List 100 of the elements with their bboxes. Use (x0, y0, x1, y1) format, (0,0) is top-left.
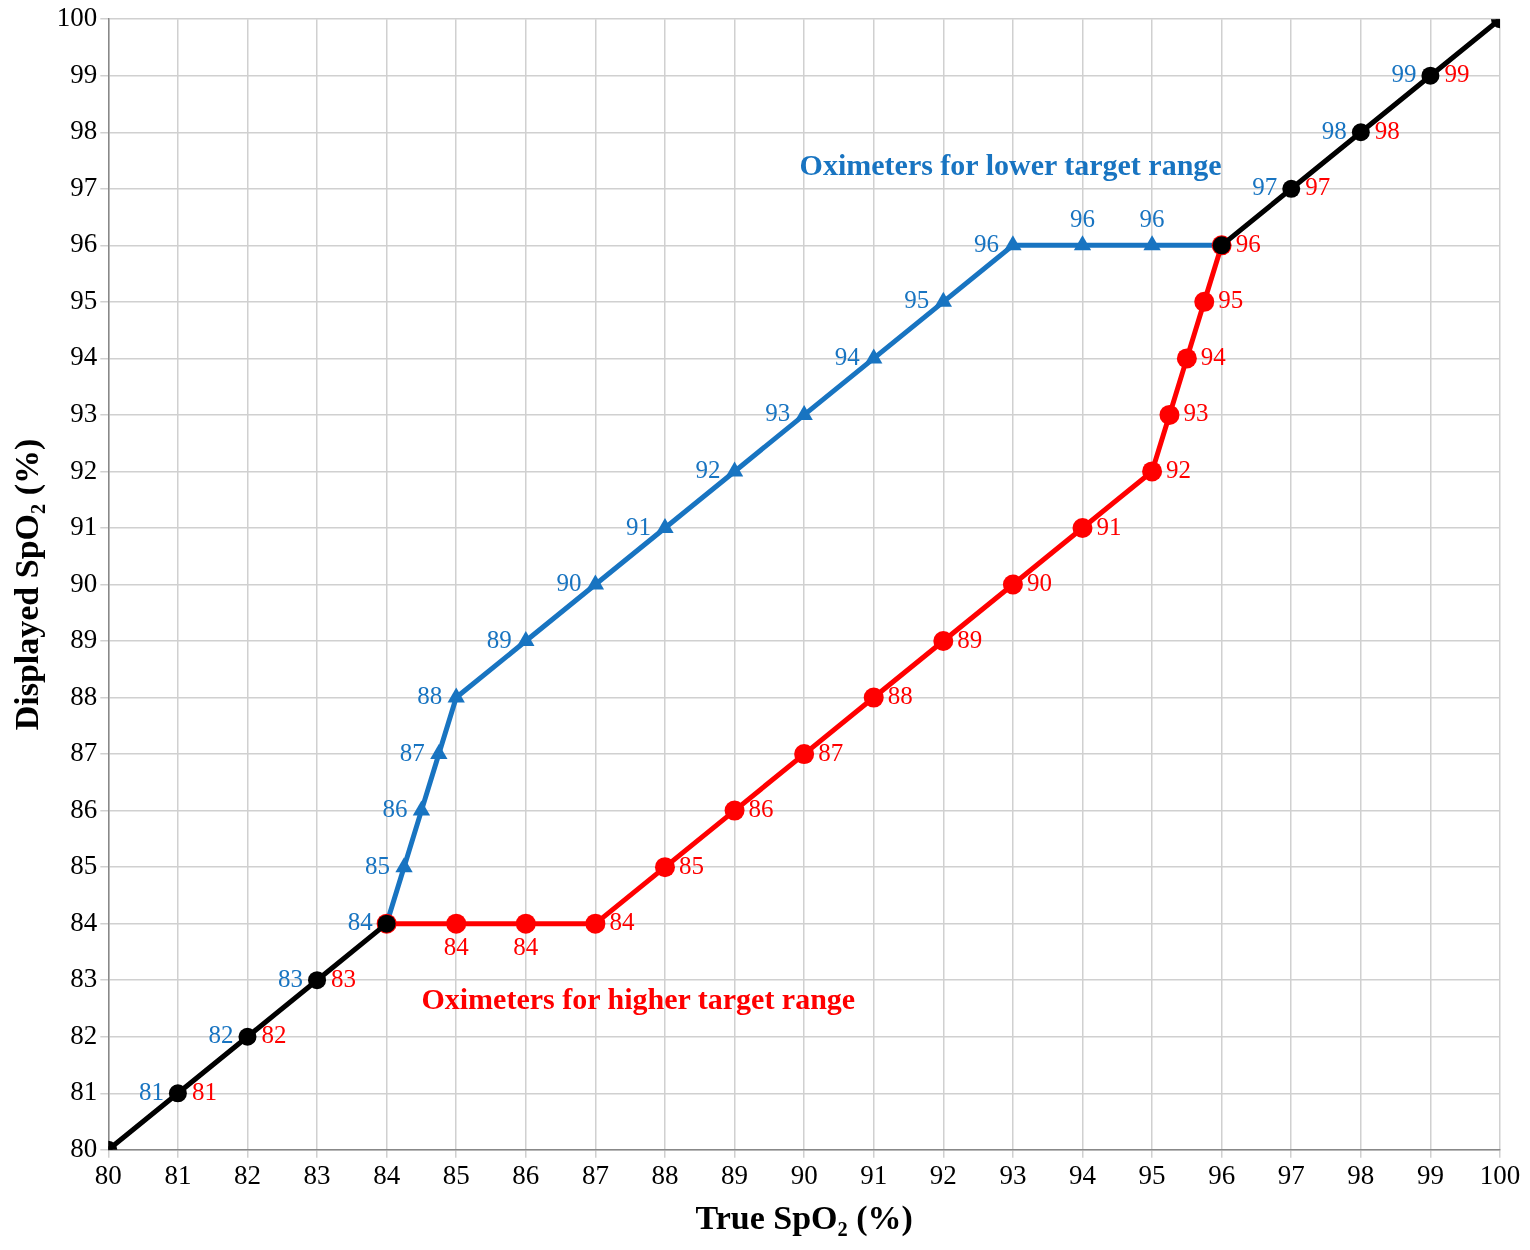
x-tick-label: 91 (860, 1160, 888, 1191)
text: 81 (138, 1077, 164, 1105)
data-label: 96 (1069, 205, 1095, 233)
data-label: 91 (625, 512, 651, 540)
data-label: 86 (382, 795, 408, 823)
x-tick-label: 81 (164, 1160, 192, 1191)
x-tick-label: 95 (1138, 1160, 1166, 1191)
point (934, 291, 952, 307)
data-label: 95 (1218, 286, 1244, 314)
y-tick-label: 97 (70, 171, 98, 202)
x-tick-label: 89 (721, 1160, 749, 1191)
point (863, 687, 884, 708)
y-tick-label: 86 (70, 793, 98, 824)
data-label: 96 (1235, 229, 1261, 257)
data-label: 89 (957, 625, 983, 653)
point (586, 574, 605, 590)
x-tick-label: 100 (1479, 1160, 1521, 1191)
data-label: 82 (261, 1021, 287, 1049)
x-axis-title: True SpO₂ (%) (695, 1199, 913, 1238)
x-tick-label: 94 (1068, 1160, 1097, 1191)
y-tick-label: 92 (70, 454, 98, 485)
data-label: 84 (443, 932, 470, 960)
x-tick-label: 93 (999, 1160, 1027, 1191)
point (1194, 291, 1215, 312)
data-label: 94 (1200, 342, 1227, 370)
point (1073, 235, 1092, 251)
data-label: 99 (1391, 60, 1417, 88)
x-tick-label: 83 (303, 1160, 331, 1191)
data-label: 93 (765, 399, 791, 427)
point (1004, 235, 1022, 251)
point (725, 461, 744, 477)
point (238, 1027, 257, 1046)
data-label: 85 (678, 851, 704, 879)
text: 82 (208, 1021, 234, 1049)
x-tick-label: 85 (442, 1160, 470, 1191)
y-tick-label: 88 (70, 680, 98, 711)
data-label: 88 (417, 682, 443, 710)
y-tick-label: 96 (70, 228, 98, 259)
annotation: Oximeters for higher target range (421, 982, 856, 1016)
point (724, 800, 745, 821)
point (794, 744, 815, 765)
text: 99 (1444, 60, 1470, 88)
x-tick-label: 87 (581, 1160, 609, 1191)
point (1002, 574, 1023, 595)
x-tick-label: 98 (1347, 1160, 1375, 1191)
x-tick-label: 84 (373, 1160, 401, 1191)
y-tick-label: 95 (70, 284, 98, 315)
point (308, 971, 327, 990)
x-tick-label: 97 (1277, 1160, 1305, 1191)
x-tick-label: 80 (94, 1160, 122, 1191)
y-axis-title: Displayed SpO₂ (%) (8, 438, 47, 731)
data-label: 92 (1166, 456, 1192, 483)
point (168, 1084, 187, 1103)
x-tick-label: 88 (651, 1160, 679, 1191)
annotation: Oximeters for lower target range (799, 148, 1222, 182)
data-label: 90 (556, 569, 582, 597)
x-tick-label: 96 (1208, 1160, 1236, 1191)
y-tick-label: 84 (70, 906, 98, 937)
data-label: 86 (748, 795, 774, 823)
point (933, 631, 954, 652)
x-tick-label: 90 (790, 1160, 818, 1191)
data-label: 88 (887, 682, 913, 710)
data-label: 87 (399, 738, 425, 766)
y-tick-label: 82 (70, 1019, 98, 1050)
data-label: 81 (191, 1077, 217, 1105)
data-label: 84 (609, 908, 635, 936)
y-tick-label: 91 (70, 511, 98, 542)
point (446, 913, 467, 934)
point (1072, 517, 1093, 538)
data-label: 85 (365, 851, 391, 879)
y-tick-label: 87 (70, 737, 98, 768)
text: 97 (1305, 173, 1331, 201)
data-label: 83 (331, 964, 357, 992)
y-tick-label: 94 (70, 341, 98, 372)
data-label: 91 (1096, 512, 1122, 540)
point (585, 913, 606, 934)
y-tick-label: 98 (70, 115, 98, 146)
data-label: 94 (834, 342, 861, 370)
point (1176, 348, 1197, 369)
data-label: 92 (695, 456, 721, 483)
x-tick-label: 92 (929, 1160, 957, 1191)
data-label: 95 (904, 286, 930, 314)
data-label: 90 (1026, 569, 1052, 597)
point (395, 857, 413, 873)
data-label: 84 (513, 932, 539, 960)
x-tick-label: 99 (1416, 1160, 1444, 1191)
y-tick-label: 93 (70, 398, 98, 428)
point (430, 744, 448, 760)
y-tick-label: 81 (70, 1076, 98, 1107)
point (447, 687, 465, 703)
data-label: 84 (347, 908, 374, 936)
y-tick-label: 80 (70, 1132, 98, 1163)
text: 83 (278, 964, 304, 992)
data-label: 93 (1183, 399, 1209, 427)
point (1282, 179, 1301, 198)
point (1143, 235, 1161, 251)
y-tick-label: 100 (56, 2, 98, 33)
point (517, 631, 535, 647)
point (654, 857, 675, 878)
y-tick-label: 99 (70, 58, 98, 89)
